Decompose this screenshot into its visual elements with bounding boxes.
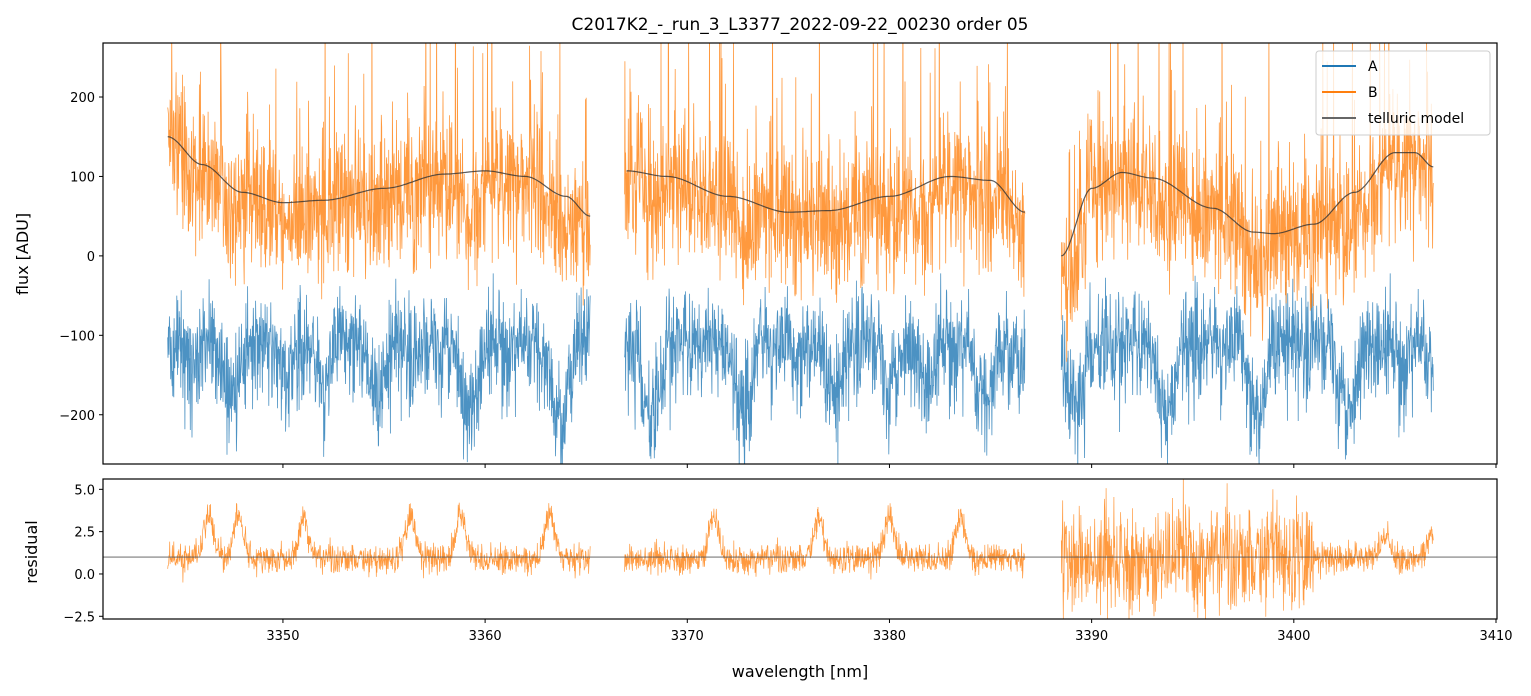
bottom-axes-frame (102, 478, 1498, 620)
xlabel: wavelength [nm] (732, 662, 869, 681)
top-ytick-label: −100 (59, 329, 95, 344)
series-a-line (624, 273, 1026, 464)
legend: A B telluric model (1315, 50, 1491, 136)
axis-ticks: −200 −100 0 100 200 −2.5 0.0 2.5 5.0 3350 3360 3370… (59, 91, 1512, 644)
top-axes-frame (102, 42, 1498, 465)
bottom-ytick-label: −2.5 (63, 610, 95, 625)
top-ytick-label: 100 (70, 170, 95, 185)
xtick-label: 3400 (1277, 629, 1310, 644)
series-b-line (624, 43, 1026, 306)
legend-label-telluric: telluric model (1368, 111, 1464, 127)
xtick-label: 3390 (1075, 629, 1108, 644)
top-ytick-label: 200 (70, 91, 95, 106)
legend-label-a: A (1368, 59, 1378, 75)
top-ytick-label: 0 (87, 250, 95, 265)
telluric-model-line (167, 136, 591, 217)
series-a-line (167, 273, 591, 464)
top-ytick-label: −200 (59, 409, 95, 424)
residual-line (167, 502, 591, 583)
bottom-ylabel: residual (22, 520, 41, 583)
xtick-label: 3410 (1479, 629, 1512, 644)
telluric-model-line (626, 170, 1025, 213)
residual-line (624, 503, 1026, 580)
top-ylabel: flux [ADU] (13, 213, 32, 295)
legend-box (1315, 50, 1491, 136)
xtick-label: 3360 (469, 629, 502, 644)
residual-line (1060, 479, 1434, 619)
bottom-ytick-label: 5.0 (74, 483, 95, 498)
xtick-label: 3370 (671, 629, 704, 644)
chart-title: C2017K2_-_run_3_L3377_2022-09-22_00230 o… (572, 15, 1029, 35)
series-b-line (1060, 43, 1434, 362)
xtick-label: 3350 (266, 629, 299, 644)
legend-label-b: B (1368, 85, 1378, 101)
xtick-label: 3380 (873, 629, 906, 644)
telluric-model-line (1061, 152, 1434, 257)
bottom-ytick-label: 2.5 (74, 526, 95, 541)
series-a-line (1060, 273, 1434, 464)
bottom-ytick-label: 0.0 (74, 568, 95, 583)
top-plot-area (167, 43, 1434, 464)
series-b-line (167, 43, 591, 306)
residual-plot-area (103, 479, 1497, 619)
